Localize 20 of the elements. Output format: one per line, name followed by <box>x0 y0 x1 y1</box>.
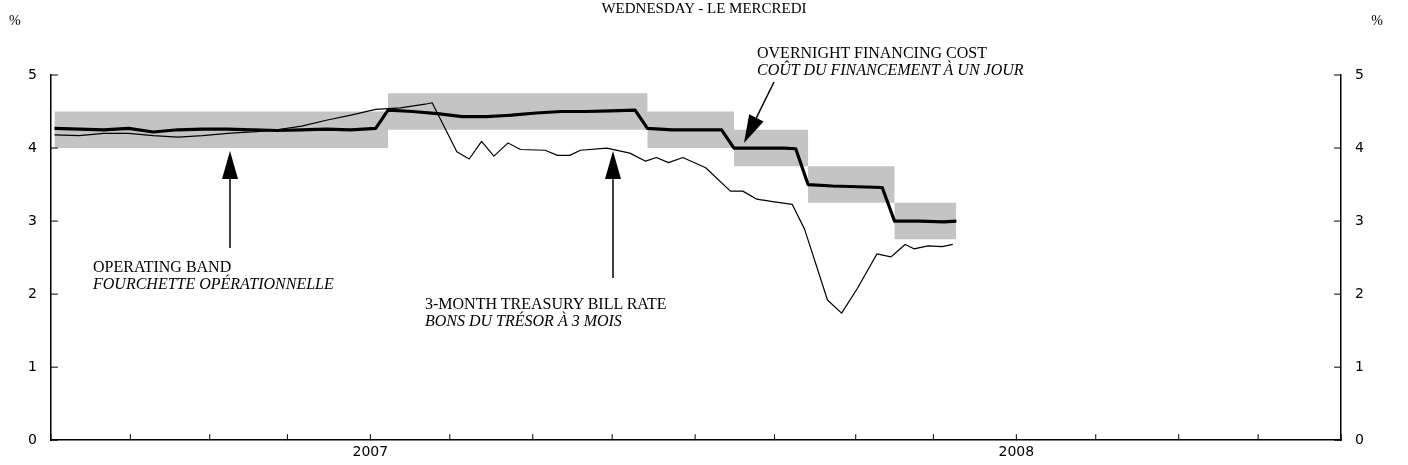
y2-tick-label: 2 <box>1355 284 1365 301</box>
y-axis-title: % <box>9 12 22 28</box>
annotation: 3-MONTH TREASURY BILL RATE BONS DU TRÉSOR À 3 MOIS <box>425 295 667 329</box>
y-tick-label: 4 <box>27 138 37 155</box>
chart-title: WEDNESDAY - LE MERCREDI <box>601 0 807 17</box>
y-tick-label: 0 <box>27 430 37 447</box>
y-tick-label: 2 <box>27 284 37 301</box>
y2-axis-title: % <box>1371 12 1384 28</box>
annotation: OPERATING BAND FOURCHETTE OPÉRATIONNELLE <box>93 258 334 292</box>
annotation: OVERNIGHT FINANCING COST COÛT DU FINANCEMENT À UN JOUR <box>757 44 1024 78</box>
x-tick-label: 2008 <box>998 443 1035 460</box>
x-tick-label: 2007 <box>352 443 389 460</box>
y2-tick-label: 1 <box>1355 357 1365 374</box>
y2-tick-label: 4 <box>1355 138 1365 155</box>
y2-tick-label: 3 <box>1355 211 1365 228</box>
y2-tick-label: 5 <box>1355 65 1365 82</box>
y-tick-label: 1 <box>27 357 37 374</box>
y-tick-label: 5 <box>27 65 37 82</box>
y2-tick-label: 0 <box>1355 430 1365 447</box>
y-tick-label: 3 <box>27 211 37 228</box>
